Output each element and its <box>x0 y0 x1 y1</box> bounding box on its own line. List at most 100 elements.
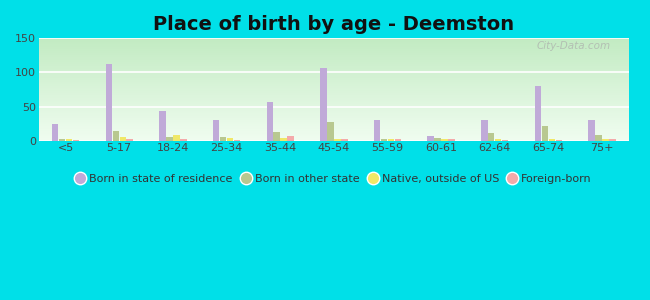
Bar <box>39 81 629 82</box>
Bar <box>39 124 629 125</box>
Bar <box>39 112 629 113</box>
Bar <box>39 63 629 64</box>
Bar <box>39 69 629 70</box>
Bar <box>39 123 629 124</box>
Bar <box>173 135 179 141</box>
Bar <box>39 137 629 138</box>
Bar <box>334 139 341 141</box>
Bar <box>395 139 401 141</box>
Bar <box>39 74 629 75</box>
Bar <box>39 72 629 73</box>
Bar <box>39 66 629 67</box>
Bar <box>220 136 226 141</box>
Bar <box>39 61 629 62</box>
Bar <box>287 136 294 141</box>
Bar <box>213 120 219 141</box>
Bar <box>39 83 629 84</box>
Bar <box>280 138 287 141</box>
Bar <box>39 128 629 129</box>
Bar <box>39 99 629 100</box>
Bar <box>39 133 629 134</box>
Bar <box>39 104 629 105</box>
Bar <box>39 39 629 40</box>
Bar <box>39 122 629 123</box>
Bar <box>39 108 629 109</box>
Bar <box>39 60 629 61</box>
Bar <box>39 56 629 57</box>
Bar <box>39 64 629 65</box>
Bar <box>39 51 629 52</box>
Bar <box>39 139 629 140</box>
Bar <box>39 102 629 103</box>
Bar <box>39 89 629 90</box>
Bar <box>39 86 629 87</box>
Bar <box>39 76 629 77</box>
Title: Place of birth by age - Deemston: Place of birth by age - Deemston <box>153 15 514 34</box>
Bar <box>39 67 629 68</box>
Bar <box>39 134 629 135</box>
Bar <box>39 136 629 137</box>
Bar <box>39 43 629 44</box>
Bar <box>39 44 629 45</box>
Bar <box>502 140 508 141</box>
Bar <box>39 135 629 136</box>
Bar <box>39 40 629 41</box>
Bar <box>39 38 629 39</box>
Bar <box>39 62 629 63</box>
Bar <box>39 46 629 47</box>
Bar <box>39 65 629 66</box>
Bar <box>39 110 629 111</box>
Legend: Born in state of residence, Born in other state, Native, outside of US, Foreign-: Born in state of residence, Born in othe… <box>76 173 592 184</box>
Bar <box>535 86 541 141</box>
Bar <box>39 82 629 83</box>
Bar <box>180 139 187 141</box>
Bar <box>127 139 133 141</box>
Bar <box>39 132 629 133</box>
Bar <box>39 79 629 80</box>
Bar <box>227 138 233 141</box>
Text: City-Data.com: City-Data.com <box>537 41 611 51</box>
Bar <box>609 139 616 141</box>
Bar <box>39 58 629 59</box>
Bar <box>39 121 629 122</box>
Bar <box>105 64 112 141</box>
Bar <box>39 118 629 119</box>
Bar <box>39 125 629 126</box>
Bar <box>39 85 629 86</box>
Bar <box>39 90 629 91</box>
Bar <box>39 41 629 42</box>
Bar <box>39 140 629 141</box>
Bar <box>441 139 448 141</box>
Bar <box>39 84 629 85</box>
Bar <box>39 105 629 106</box>
Bar <box>120 137 126 141</box>
Bar <box>39 40 629 41</box>
Bar <box>39 70 629 71</box>
Bar <box>39 53 629 54</box>
Bar <box>39 126 629 127</box>
Bar <box>39 57 629 58</box>
Bar <box>39 55 629 56</box>
Bar <box>39 129 629 130</box>
Bar <box>541 126 548 141</box>
Bar <box>39 120 629 121</box>
Bar <box>381 139 387 141</box>
Bar <box>549 139 555 141</box>
Bar <box>374 120 380 141</box>
Bar <box>39 94 629 95</box>
Bar <box>52 124 58 141</box>
Bar <box>39 106 629 107</box>
Bar <box>234 140 240 141</box>
Bar <box>39 61 629 62</box>
Bar <box>39 68 629 69</box>
Bar <box>39 87 629 88</box>
Bar <box>39 136 629 137</box>
Bar <box>39 75 629 76</box>
Bar <box>66 139 72 141</box>
Bar <box>603 139 609 141</box>
Bar <box>39 113 629 114</box>
Bar <box>39 73 629 74</box>
Bar <box>556 140 562 141</box>
Bar <box>39 116 629 117</box>
Bar <box>434 138 441 141</box>
